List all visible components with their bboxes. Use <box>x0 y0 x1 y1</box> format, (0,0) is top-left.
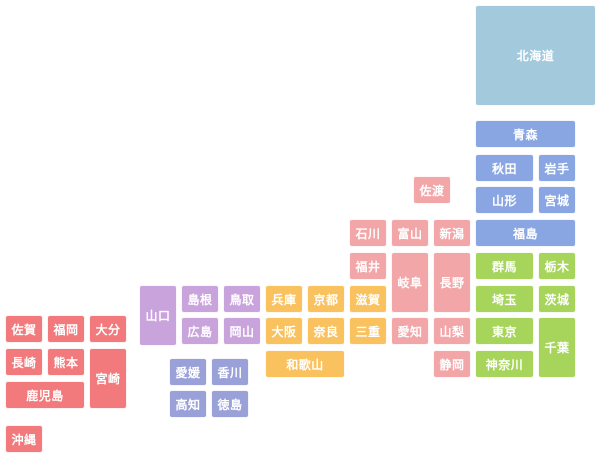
prefecture-kyoto[interactable]: 京都 <box>307 285 345 313</box>
prefecture-tochigi[interactable]: 栃木 <box>538 252 576 280</box>
prefecture-okinawa[interactable]: 沖縄 <box>5 425 43 453</box>
prefecture-fukui[interactable]: 福井 <box>349 252 387 280</box>
prefecture-nagano[interactable]: 長野 <box>433 252 471 313</box>
prefecture-nagasaki[interactable]: 長崎 <box>5 348 43 376</box>
prefecture-fukushima[interactable]: 福島 <box>475 219 576 247</box>
prefecture-saga[interactable]: 佐賀 <box>5 315 43 343</box>
prefecture-kanagawa[interactable]: 神奈川 <box>475 350 534 378</box>
prefecture-akita[interactable]: 秋田 <box>475 154 534 182</box>
prefecture-fukuoka[interactable]: 福岡 <box>47 315 85 343</box>
prefecture-yamagata[interactable]: 山形 <box>475 186 534 214</box>
prefecture-gifu[interactable]: 岐阜 <box>391 252 429 313</box>
prefecture-miyagi[interactable]: 宮城 <box>538 186 576 214</box>
prefecture-sado[interactable]: 佐渡 <box>413 176 451 204</box>
prefecture-wakayama[interactable]: 和歌山 <box>265 350 345 378</box>
prefecture-oita[interactable]: 大分 <box>89 315 127 343</box>
prefecture-ehime[interactable]: 愛媛 <box>169 358 207 386</box>
prefecture-tokyo[interactable]: 東京 <box>475 317 534 345</box>
prefecture-miyazaki[interactable]: 宮崎 <box>89 348 127 409</box>
prefecture-mie[interactable]: 三重 <box>349 317 387 345</box>
prefecture-shizuoka[interactable]: 静岡 <box>433 350 471 378</box>
prefecture-kagawa[interactable]: 香川 <box>211 358 249 386</box>
prefecture-toyama[interactable]: 富山 <box>391 219 429 247</box>
prefecture-kumamoto[interactable]: 熊本 <box>47 348 85 376</box>
prefecture-shimane[interactable]: 島根 <box>181 285 219 313</box>
prefecture-tokushima[interactable]: 徳島 <box>211 390 249 418</box>
prefecture-kagoshima[interactable]: 鹿児島 <box>5 381 85 409</box>
prefecture-chiba[interactable]: 千葉 <box>538 317 576 378</box>
prefecture-yamaguchi[interactable]: 山口 <box>139 285 177 346</box>
prefecture-okayama[interactable]: 岡山 <box>223 317 261 345</box>
prefecture-yamanashi[interactable]: 山梨 <box>433 317 471 345</box>
prefecture-tottori[interactable]: 鳥取 <box>223 285 261 313</box>
prefecture-ibaraki[interactable]: 茨城 <box>538 285 576 313</box>
prefecture-saitama[interactable]: 埼玉 <box>475 285 534 313</box>
prefecture-aichi[interactable]: 愛知 <box>391 317 429 345</box>
prefecture-niigata[interactable]: 新潟 <box>433 219 471 247</box>
prefecture-hyogo[interactable]: 兵庫 <box>265 285 303 313</box>
prefecture-osaka[interactable]: 大阪 <box>265 317 303 345</box>
prefecture-ishikawa[interactable]: 石川 <box>349 219 387 247</box>
prefecture-kochi[interactable]: 高知 <box>169 390 207 418</box>
prefecture-gunma[interactable]: 群馬 <box>475 252 534 280</box>
prefecture-hokkaido[interactable]: 北海道 <box>475 5 596 106</box>
prefecture-hiroshima[interactable]: 広島 <box>181 317 219 345</box>
prefecture-aomori[interactable]: 青森 <box>475 120 576 148</box>
prefecture-iwate[interactable]: 岩手 <box>538 154 576 182</box>
prefecture-nara[interactable]: 奈良 <box>307 317 345 345</box>
prefecture-shiga[interactable]: 滋賀 <box>349 285 387 313</box>
